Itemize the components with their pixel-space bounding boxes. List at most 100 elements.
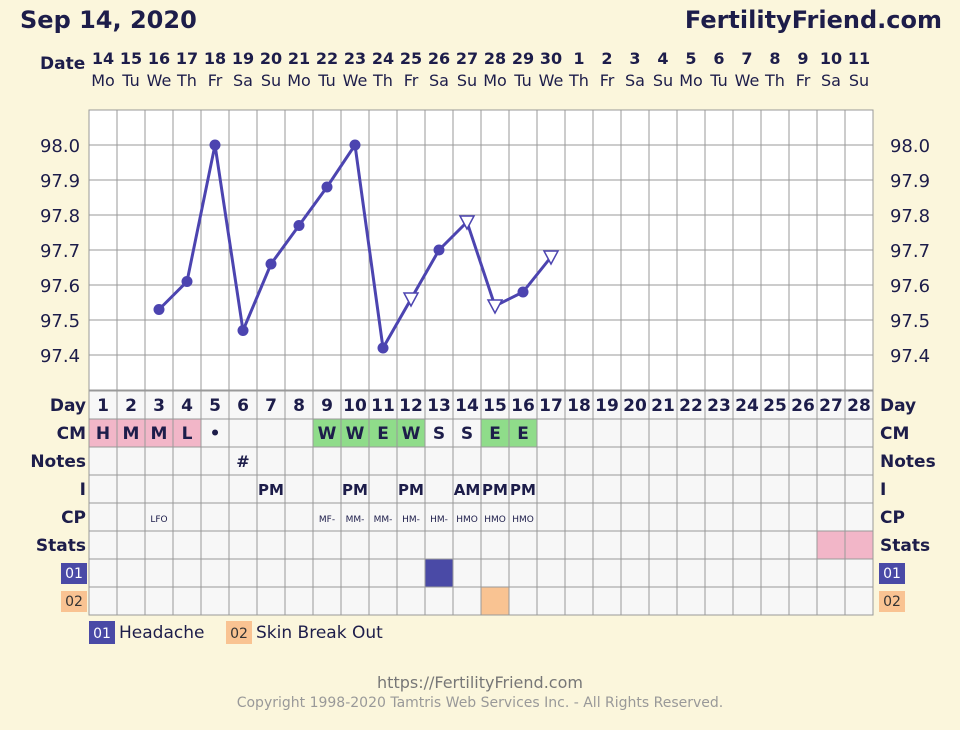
- temperature-point: [349, 139, 361, 151]
- temperature-point-open: [402, 292, 420, 308]
- cm-cell-fill: [341, 419, 369, 447]
- cm-value: M: [123, 424, 140, 444]
- cm-value: W: [318, 424, 337, 444]
- cycle-day-number: 11: [371, 396, 395, 416]
- cm-cell-fill: [313, 419, 341, 447]
- date-column: 8 Th: [761, 48, 789, 92]
- date-column: 30 We: [537, 48, 565, 92]
- date-number: 27: [455, 49, 479, 68]
- weekday-label: Fr: [207, 71, 223, 90]
- date-number: 30: [539, 49, 563, 68]
- cm-value: S: [461, 424, 473, 444]
- site-name-logo[interactable]: FertilityFriend.com: [684, 6, 942, 34]
- legend-label: Headache: [119, 623, 204, 643]
- date-number: 25: [399, 49, 423, 68]
- cycle-day-number: 17: [539, 396, 563, 416]
- row-label-left: CP: [61, 508, 86, 528]
- footer-url[interactable]: https://FertilityFriend.com: [377, 673, 583, 692]
- cm-value: W: [402, 424, 421, 444]
- date-column: 2 Fr: [593, 48, 621, 92]
- y-tick-label-left: 97.8: [40, 206, 80, 227]
- temperature-point: [517, 286, 529, 298]
- row-label-left: Stats: [36, 536, 86, 556]
- weekday-label: Su: [456, 71, 478, 90]
- cycle-day-number: 16: [511, 396, 535, 416]
- temperature-point: [293, 220, 305, 231]
- y-tick-label-right: 97.7: [890, 241, 930, 262]
- date-column: 7 We: [733, 48, 761, 92]
- date-column: 26 Sa: [425, 48, 453, 92]
- weekday-label: Th: [373, 71, 393, 90]
- temperature-point: [377, 342, 389, 354]
- cycle-day-number: 23: [707, 396, 731, 416]
- date-number: 18: [203, 49, 227, 68]
- weekday-label: Fr: [403, 71, 419, 90]
- cm-cell-fill: [117, 419, 145, 447]
- weekday-label: Mo: [679, 71, 703, 90]
- chart-date-title: Sep 14, 2020: [20, 6, 197, 34]
- cp-value: HM-: [430, 515, 448, 525]
- weekday-label: Fr: [795, 71, 811, 90]
- y-tick-label-right: 98.0: [890, 136, 930, 157]
- cp-value: HMO: [512, 515, 534, 525]
- cm-cell-fill: [89, 419, 117, 447]
- weekday-label: Su: [848, 71, 870, 90]
- symptom-code-box-right: [879, 563, 905, 584]
- symptom-code-left: 01: [65, 566, 83, 582]
- legend-code: 02: [230, 626, 248, 642]
- date-column: 27 Su: [453, 48, 481, 92]
- date-number: 23: [343, 49, 367, 68]
- temperature-point: [237, 325, 249, 336]
- cp-value: HMO: [456, 515, 478, 525]
- date-number: 24: [371, 49, 395, 68]
- legend-code-box: [226, 621, 252, 644]
- y-tick-label-left: 97.4: [40, 346, 80, 367]
- footer-copyright: Copyright 1998-2020 Tamtris Web Services…: [236, 695, 724, 711]
- cm-value: E: [517, 424, 529, 444]
- date-number: 10: [819, 49, 843, 68]
- weekday-label: We: [146, 71, 172, 90]
- cycle-day-number: 12: [399, 396, 423, 416]
- date-column: 17 Th: [173, 48, 201, 92]
- cycle-day-number: 9: [321, 396, 333, 416]
- symptom-code-right: 02: [883, 594, 901, 610]
- date-column: 25 Fr: [397, 48, 425, 92]
- row-label-right: CM: [880, 424, 909, 444]
- cycle-day-number: 28: [847, 396, 871, 416]
- cm-cell-fill: [145, 419, 173, 447]
- intercourse-value: PM: [510, 481, 536, 499]
- cycle-day-number: 24: [735, 396, 759, 416]
- temperature-point: [265, 258, 277, 270]
- intercourse-value: PM: [258, 481, 284, 499]
- weekday-label: Tu: [122, 71, 140, 90]
- weekday-label: Tu: [318, 71, 336, 90]
- legend-code-box: [89, 621, 115, 644]
- y-tick-label-left: 97.9: [40, 171, 80, 192]
- date-number: 11: [847, 49, 871, 68]
- date-column: 9 Fr: [789, 48, 817, 92]
- weekday-label: Th: [765, 71, 785, 90]
- temperature-point: [321, 181, 333, 193]
- date-column: 1 Th: [565, 48, 593, 92]
- date-column: 24 Th: [369, 48, 397, 92]
- date-column: 23 We: [341, 48, 369, 92]
- date-header: 14 Mo 15 Tu 16 We 17 Th 18 Fr 19 Sa 20 Su 21 Mo 22 Tu 23 We…: [0, 48, 960, 98]
- weekday-label: Sa: [625, 71, 645, 90]
- date-number: 2: [601, 49, 613, 68]
- row-label-right: Stats: [880, 536, 930, 556]
- date-column: 4 Su: [649, 48, 677, 92]
- cycle-day-number: 18: [567, 396, 591, 416]
- y-tick-label-right: 97.9: [890, 171, 930, 192]
- cycle-day-number: 3: [153, 396, 165, 416]
- y-tick-label-right: 97.5: [890, 311, 930, 332]
- temperature-point: [153, 304, 165, 315]
- y-tick-label-right: 97.6: [890, 276, 930, 297]
- y-tick-label-left: 97.6: [40, 276, 80, 297]
- weekday-label: Mo: [91, 71, 115, 90]
- cycle-day-number: 27: [819, 396, 843, 416]
- date-number: 26: [427, 49, 451, 68]
- date-column: 6 Tu: [705, 48, 733, 92]
- cm-value: L: [182, 424, 193, 444]
- date-number: 16: [147, 49, 171, 68]
- symptom-02-cell: [481, 587, 509, 615]
